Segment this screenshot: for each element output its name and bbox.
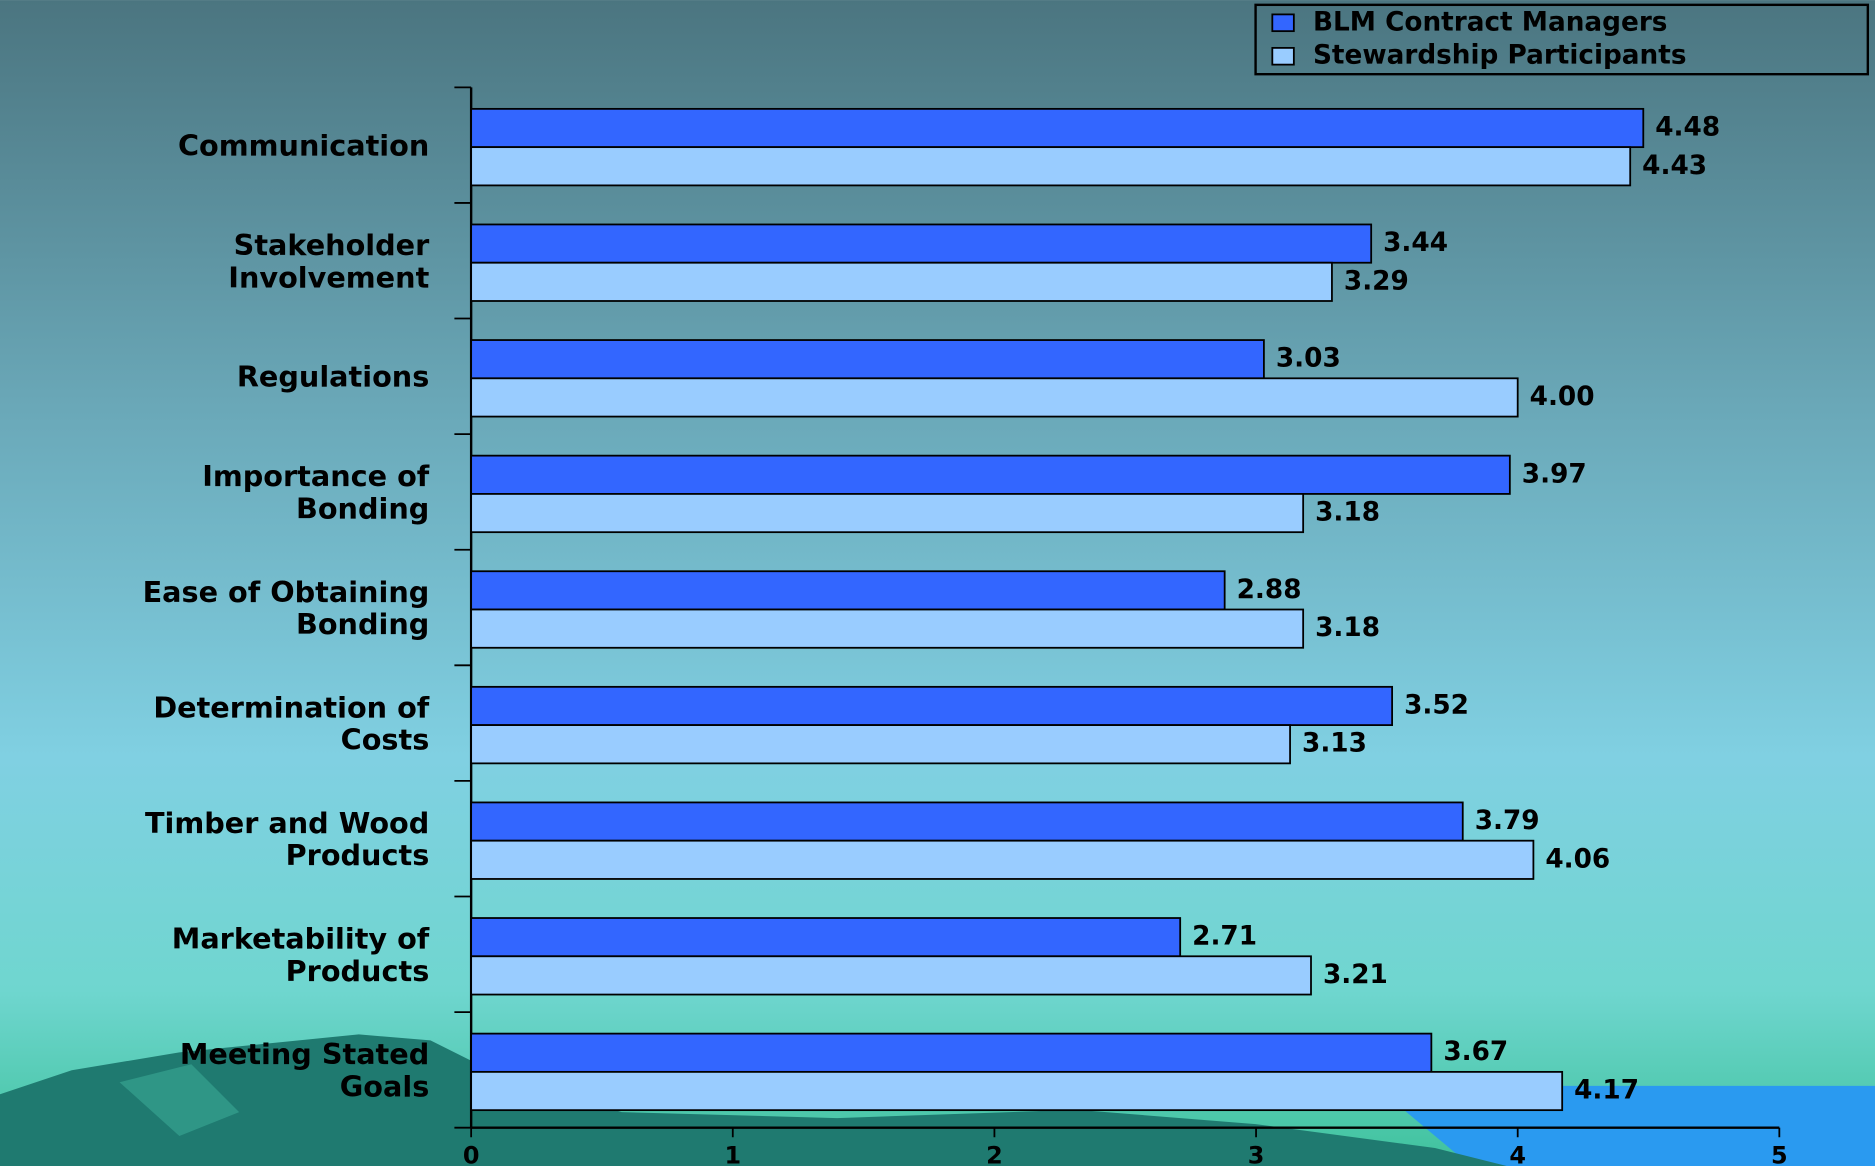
value-label: 4.00 [1530, 382, 1595, 412]
x-tick-label: 0 [463, 1141, 480, 1166]
value-label: 3.44 [1383, 228, 1448, 258]
value-label: 2.71 [1192, 922, 1257, 952]
bar [470, 955, 1312, 996]
x-tick-label: 2 [986, 1141, 1003, 1166]
value-label: 4.06 [1545, 844, 1610, 874]
bar [470, 685, 1394, 726]
category-label: Timber and Wood Products [145, 806, 429, 872]
category-label: Meeting Stated Goals [180, 1037, 429, 1103]
category-label: Communication [178, 129, 429, 163]
x-tick-label: 4 [1509, 1141, 1526, 1166]
bar [470, 1070, 1564, 1112]
value-label: 3.97 [1522, 459, 1587, 489]
bar [470, 454, 1511, 495]
bar [470, 1032, 1433, 1073]
value-label: 3.18 [1315, 613, 1380, 643]
value-label: 3.52 [1404, 690, 1469, 720]
value-label: 3.29 [1344, 266, 1409, 296]
category-label: Importance of Bonding [202, 459, 430, 525]
legend-label: Stewardship Participants [1313, 41, 1687, 71]
bar [470, 570, 1226, 611]
value-label: 2.88 [1237, 575, 1302, 605]
bar [470, 146, 1632, 187]
bar [470, 608, 1305, 649]
bar [470, 339, 1265, 380]
category-label: Ease of Obtaining Bonding [143, 575, 430, 641]
bar [470, 377, 1519, 418]
bar [470, 917, 1182, 958]
category-label: Determination of Costs [153, 690, 429, 756]
mountains [0, 1034, 1507, 1166]
value-label: 3.67 [1443, 1037, 1508, 1067]
value-label: 4.43 [1642, 151, 1707, 181]
value-label: 4.48 [1655, 113, 1720, 143]
legend-swatch [1271, 13, 1295, 33]
bar [470, 493, 1305, 534]
category-label: Stakeholder Involvement [228, 228, 430, 294]
category-label: Marketability of Products [172, 922, 430, 988]
value-label: 3.18 [1315, 498, 1380, 528]
value-label: 3.21 [1323, 960, 1388, 990]
x-tick-label: 1 [724, 1141, 741, 1166]
value-label: 3.79 [1475, 806, 1540, 836]
bar [470, 223, 1373, 264]
bar [470, 261, 1333, 302]
bar [470, 724, 1291, 765]
x-tick-label: 3 [1248, 1141, 1265, 1166]
legend-box [1254, 3, 1870, 76]
x-tick-label: 5 [1771, 1141, 1788, 1166]
mountain-highlight [119, 1064, 240, 1137]
bar [470, 801, 1464, 842]
bar [470, 107, 1645, 149]
value-label: 3.03 [1276, 344, 1341, 374]
value-label: 4.17 [1574, 1076, 1639, 1106]
legend-label: BLM Contract Managers [1313, 7, 1667, 37]
legend-swatch [1271, 46, 1295, 66]
category-label: Regulations [237, 360, 429, 394]
value-label: 3.13 [1302, 729, 1367, 759]
bar [470, 839, 1535, 880]
